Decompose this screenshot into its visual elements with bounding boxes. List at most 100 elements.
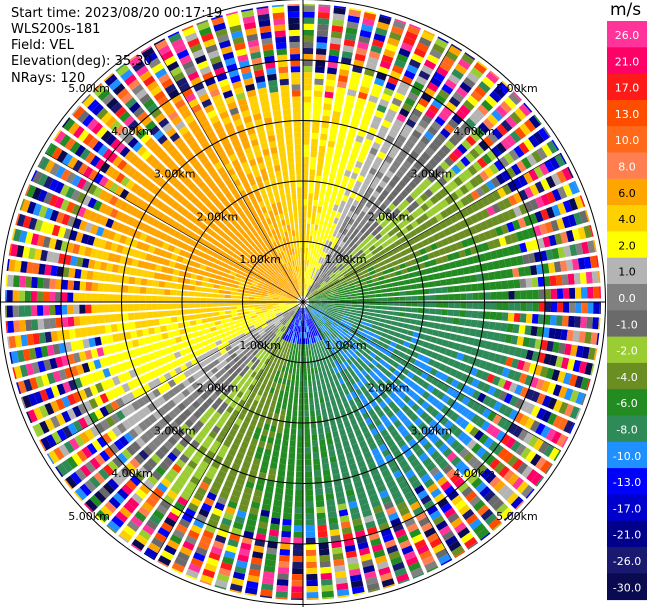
ray-gate: [320, 307, 326, 311]
ray-gate: [342, 315, 349, 319]
ray-gate: [419, 362, 427, 371]
ray-gate: [342, 194, 349, 202]
ray-gate: [313, 323, 317, 330]
ray-gate: [544, 314, 551, 325]
ray-gate: [187, 460, 198, 470]
ray-gate: [326, 304, 334, 307]
ray-gate: [83, 414, 94, 426]
ray-gate: [175, 523, 188, 534]
ray-gate: [334, 148, 342, 156]
ray-gate: [493, 159, 505, 172]
ray-gate: [367, 152, 376, 161]
ray-gate: [423, 295, 430, 301]
ray-gate: [259, 278, 267, 283]
ray-gate: [86, 270, 94, 280]
ray-gate: [385, 262, 393, 269]
ray-gate: [524, 374, 534, 386]
ray-gate: [471, 389, 481, 400]
ray-gate: [448, 540, 462, 552]
ray-gate: [369, 328, 377, 334]
ray-gate: [139, 483, 151, 495]
ray-gate: [61, 459, 73, 473]
ray-gate: [272, 505, 282, 513]
ray-gate: [423, 260, 432, 268]
ray-gate: [341, 317, 349, 322]
ray-gate: [317, 518, 327, 526]
ray-gate: [316, 378, 321, 386]
ray-gate: [104, 324, 112, 334]
ray-gate: [212, 440, 222, 449]
ray-gate: [307, 294, 314, 299]
ray-gate: [268, 346, 274, 353]
ray-gate: [256, 313, 263, 317]
ray-gate: [438, 111, 450, 122]
ray-gate: [58, 253, 66, 265]
ray-gate: [305, 247, 308, 254]
ray-gate: [97, 283, 105, 292]
ray-gate: [396, 53, 409, 64]
ray-gate: [101, 432, 113, 445]
ray-gate: [147, 271, 155, 279]
ray-gate: [278, 298, 285, 301]
ray-gate: [326, 279, 333, 284]
ray-gate: [405, 139, 415, 149]
ray-gate: [425, 199, 434, 208]
ray-gate: [264, 327, 271, 333]
ray-gate: [324, 337, 330, 344]
ray-gate: [534, 210, 544, 223]
ray-gate: [363, 213, 371, 222]
ray-gate: [278, 561, 290, 568]
ray-gate: [329, 228, 335, 236]
ray-gate: [312, 281, 317, 288]
ray-gate: [337, 219, 344, 227]
ray-gate: [412, 383, 421, 392]
ray-gate: [429, 259, 437, 266]
ray-gate: [222, 410, 231, 419]
ray-gate: [232, 521, 244, 530]
ray-gate: [558, 386, 568, 399]
ray-gate: [151, 295, 158, 302]
ray-gate: [320, 257, 325, 264]
ray-gate: [355, 286, 362, 290]
ray-gate: [94, 408, 104, 420]
ray-gate: [248, 302, 255, 305]
ray-gate: [514, 411, 524, 424]
ray-gate: [567, 273, 575, 285]
ray-gate: [99, 357, 108, 368]
ray-gate: [298, 307, 302, 314]
ray-gate: [355, 194, 363, 202]
ray-gate: [308, 392, 314, 399]
ray-gate: [285, 488, 294, 496]
ray-gate: [373, 281, 380, 286]
ray-gate: [427, 236, 435, 244]
ray-gate: [354, 283, 362, 288]
ray-gate: [318, 347, 323, 354]
ray-gate: [292, 367, 296, 375]
ray-gate: [30, 170, 38, 182]
ray-gate: [420, 213, 429, 222]
ray-gate: [556, 302, 564, 313]
ray-gate: [401, 404, 410, 414]
ray-gate: [298, 319, 301, 326]
ray-gate: [477, 283, 485, 291]
ray-gate: [177, 551, 190, 562]
ray-gate: [79, 293, 86, 302]
ray-gate: [242, 260, 249, 266]
ray-gate: [195, 280, 203, 286]
ray-gate: [378, 566, 391, 576]
ray-gate: [374, 313, 381, 318]
ray-gate: [409, 278, 417, 284]
ray-gate: [362, 205, 370, 214]
ray-gate: [274, 388, 280, 396]
ray-gate: [519, 313, 527, 323]
ray-gate: [304, 277, 307, 284]
ray-gate: [471, 378, 480, 388]
ray-gate: [50, 265, 58, 277]
ray-gate: [429, 48, 443, 60]
ray-gate: [359, 29, 372, 39]
ray-gate: [316, 256, 320, 263]
ray-gate: [419, 222, 428, 231]
ray-gate: [381, 302, 388, 306]
ray-gate: [264, 448, 272, 456]
ray-gate: [280, 292, 287, 296]
